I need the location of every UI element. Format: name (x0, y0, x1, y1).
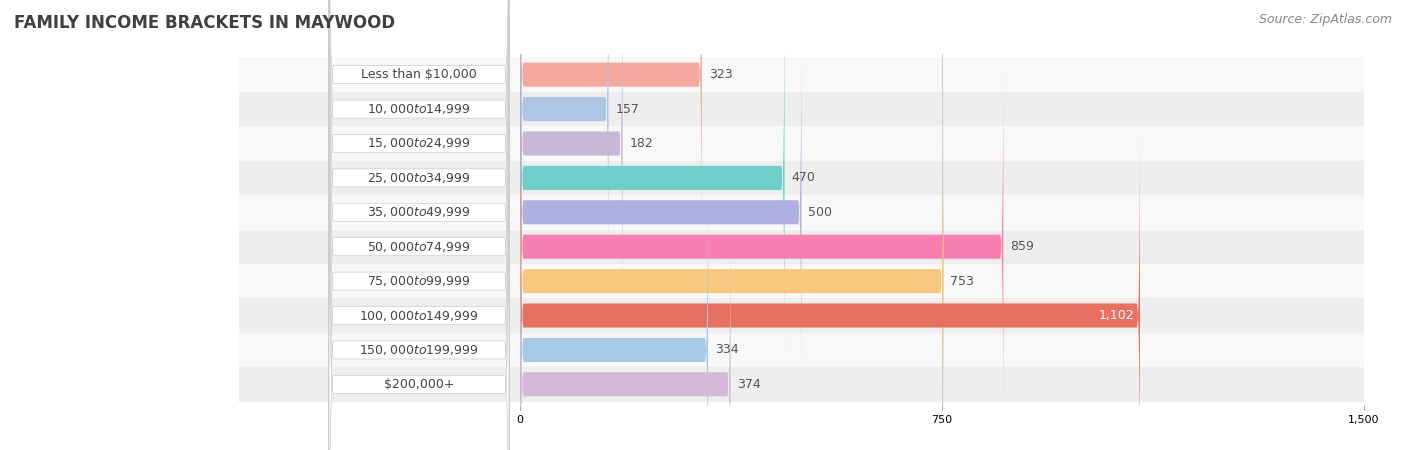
Bar (239, 298, 1364, 333)
FancyBboxPatch shape (520, 0, 785, 372)
Bar (239, 161, 1364, 195)
FancyBboxPatch shape (329, 0, 509, 341)
FancyBboxPatch shape (520, 52, 1004, 441)
Bar (239, 92, 1364, 126)
Bar (239, 126, 1364, 161)
Text: FAMILY INCOME BRACKETS IN MAYWOOD: FAMILY INCOME BRACKETS IN MAYWOOD (14, 14, 395, 32)
FancyBboxPatch shape (329, 0, 509, 450)
FancyBboxPatch shape (520, 0, 623, 338)
Text: 500: 500 (808, 206, 832, 219)
FancyBboxPatch shape (329, 49, 509, 450)
Text: 323: 323 (709, 68, 733, 81)
Text: 470: 470 (792, 171, 815, 184)
Text: $200,000+: $200,000+ (384, 378, 454, 391)
Text: 859: 859 (1010, 240, 1033, 253)
Bar (239, 58, 1364, 92)
FancyBboxPatch shape (329, 118, 509, 450)
FancyBboxPatch shape (520, 190, 731, 450)
Text: $15,000 to $24,999: $15,000 to $24,999 (367, 136, 471, 150)
Text: $35,000 to $49,999: $35,000 to $49,999 (367, 205, 471, 219)
FancyBboxPatch shape (329, 15, 509, 450)
FancyBboxPatch shape (329, 0, 509, 444)
Text: $50,000 to $74,999: $50,000 to $74,999 (367, 240, 471, 254)
Text: $100,000 to $149,999: $100,000 to $149,999 (360, 309, 478, 323)
FancyBboxPatch shape (520, 121, 1140, 450)
Text: $75,000 to $99,999: $75,000 to $99,999 (367, 274, 471, 288)
Text: Less than $10,000: Less than $10,000 (361, 68, 477, 81)
Text: 334: 334 (714, 343, 738, 356)
Text: 1,102: 1,102 (1098, 309, 1135, 322)
FancyBboxPatch shape (520, 0, 702, 269)
Bar (239, 264, 1364, 298)
Bar (239, 367, 1364, 401)
FancyBboxPatch shape (329, 84, 509, 450)
Bar (239, 195, 1364, 230)
Text: 374: 374 (737, 378, 761, 391)
FancyBboxPatch shape (329, 0, 509, 410)
FancyBboxPatch shape (520, 0, 609, 303)
Text: 182: 182 (630, 137, 652, 150)
Bar (239, 230, 1364, 264)
Text: Source: ZipAtlas.com: Source: ZipAtlas.com (1258, 14, 1392, 27)
FancyBboxPatch shape (520, 18, 801, 407)
Text: $10,000 to $14,999: $10,000 to $14,999 (367, 102, 471, 116)
FancyBboxPatch shape (520, 156, 709, 450)
FancyBboxPatch shape (520, 87, 943, 450)
Text: $150,000 to $199,999: $150,000 to $199,999 (360, 343, 478, 357)
FancyBboxPatch shape (329, 0, 509, 375)
Text: 753: 753 (950, 274, 974, 288)
FancyBboxPatch shape (329, 0, 509, 450)
Text: 157: 157 (616, 103, 640, 116)
Bar (239, 333, 1364, 367)
Text: $25,000 to $34,999: $25,000 to $34,999 (367, 171, 471, 185)
